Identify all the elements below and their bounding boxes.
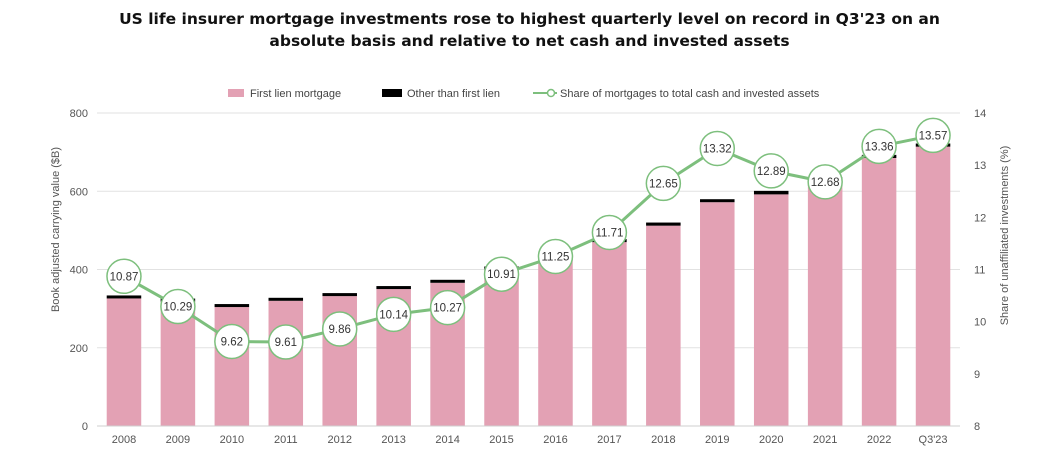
x-tick-label: 2022 <box>867 434 891 446</box>
y-tick-label: 600 <box>70 186 88 198</box>
share-marker <box>915 117 951 154</box>
share-marker <box>807 164 843 200</box>
share-marker <box>214 323 250 360</box>
share-data-label: 9.86 <box>329 324 351 336</box>
share-marker <box>591 214 628 251</box>
y2-tick-label: 14 <box>974 108 986 120</box>
y-axis-title: Book adjusted carrying value ($B) <box>50 147 62 312</box>
share-line-path <box>123 133 934 344</box>
y2-tick-label: 10 <box>974 317 986 329</box>
share-marker <box>699 130 736 167</box>
bar-other-than-first-lien <box>322 293 357 297</box>
data-labels: 10.87 10.29 9.62 9.61 9.86 10.14 10.27 10.91 11.… <box>106 117 951 360</box>
share-data-label: 13.32 <box>703 143 732 155</box>
y2-tick-label: 9 <box>974 369 980 381</box>
y-tick-label: 200 <box>70 343 88 355</box>
x-tick-label: 2020 <box>759 434 783 446</box>
bar-other-than-first-lien <box>106 295 142 299</box>
share-data-label: 12.68 <box>811 177 840 189</box>
x-tick-label: 2019 <box>705 434 729 446</box>
x-tick-label: 2009 <box>166 434 190 446</box>
bar-first-lien <box>538 256 573 426</box>
bar-first-lien <box>484 269 519 426</box>
share-marker <box>321 311 358 347</box>
bar-other-than-first-lien <box>214 304 250 308</box>
y2-tick-label: 13 <box>974 160 986 172</box>
bar-other-than-first-lien <box>268 297 304 301</box>
share-data-label: 10.14 <box>379 309 408 321</box>
chart-title-line1: US life insurer mortgage investments ros… <box>119 10 940 28</box>
share-data-label: 12.65 <box>649 178 678 190</box>
share-marker <box>160 288 196 325</box>
axes: 0 200 400 600 800 8 9 10 11 12 13 14 Book adjusted c… <box>50 108 1011 446</box>
share-data-label: 9.61 <box>275 337 297 349</box>
bar-first-lien <box>700 202 735 426</box>
x-tick-label: 2018 <box>651 434 675 446</box>
legend-swatch-other <box>382 89 402 97</box>
share-marker <box>429 289 466 326</box>
x-tick-label: 2008 <box>112 434 136 446</box>
x-tick-label: 2017 <box>597 434 621 446</box>
share-marker <box>375 296 412 333</box>
legend-label-first-lien: First lien mortgage <box>250 88 341 100</box>
bar-first-lien <box>915 146 951 426</box>
y2-axis-title: Share of unaffiliated investments (%) <box>999 146 1011 326</box>
y2-tick-label: 11 <box>974 265 985 277</box>
share-data-label: 10.27 <box>433 303 462 315</box>
x-tick-label: 2016 <box>543 434 567 446</box>
share-data-label: 11.25 <box>542 251 570 263</box>
x-tick-label: 2012 <box>327 434 351 446</box>
bar-other-than-first-lien <box>646 222 681 226</box>
legend-label-other: Other than first lien <box>407 88 500 100</box>
bar-first-lien <box>592 242 627 426</box>
x-tick-label: 2013 <box>381 434 405 446</box>
share-marker <box>645 165 682 202</box>
bar-first-lien <box>106 298 142 426</box>
share-data-label: 10.91 <box>487 269 516 281</box>
chart-title-line2: absolute basis and relative to net cash … <box>269 32 790 50</box>
bar-other-than-first-lien <box>430 279 465 283</box>
y2-tick-label: 8 <box>974 421 980 433</box>
share-line <box>123 133 934 344</box>
share-data-label: 10.29 <box>164 302 193 314</box>
share-marker <box>106 258 142 295</box>
bar-first-lien <box>753 194 789 426</box>
bar-other-than-first-lien <box>376 286 411 290</box>
y-tick-label: 800 <box>70 108 88 120</box>
share-marker <box>537 238 574 275</box>
share-data-label: 9.62 <box>221 336 243 348</box>
bar-first-lien <box>268 300 304 426</box>
x-tick-label: 2021 <box>813 434 837 446</box>
share-marker <box>861 128 897 165</box>
legend: First lien mortgage Other than first lien… <box>228 88 820 100</box>
chart-title: US life insurer mortgage investments ros… <box>0 8 1059 52</box>
share-marker <box>753 153 789 189</box>
x-tick-label: 2010 <box>220 434 244 446</box>
share-data-label: 13.57 <box>919 130 948 142</box>
bar-other-than-first-lien <box>753 190 789 195</box>
share-data-label: 11.71 <box>595 227 623 239</box>
bar-first-lien <box>807 180 843 426</box>
legend-swatch-first-lien <box>228 89 244 97</box>
share-data-label: 12.89 <box>757 166 786 178</box>
legend-swatch-share-marker <box>546 88 556 98</box>
x-tick-label: 2011 <box>274 434 298 446</box>
share-marker <box>483 256 520 292</box>
y-tick-label: 0 <box>82 421 88 433</box>
bar-other-than-first-lien <box>700 199 735 203</box>
x-tick-label: Q3'23 <box>919 434 948 446</box>
y-tick-label: 400 <box>70 265 88 277</box>
x-tick-label: 2014 <box>435 434 459 446</box>
share-data-label: 10.87 <box>110 271 139 283</box>
y2-tick-label: 12 <box>974 212 986 224</box>
bar-first-lien <box>646 225 681 426</box>
x-tick-label: 2015 <box>489 434 513 446</box>
legend-label-share: Share of mortgages to total cash and inv… <box>560 88 820 100</box>
bar-first-lien <box>861 157 897 426</box>
share-data-label: 13.36 <box>865 141 894 153</box>
share-marker <box>268 324 304 360</box>
